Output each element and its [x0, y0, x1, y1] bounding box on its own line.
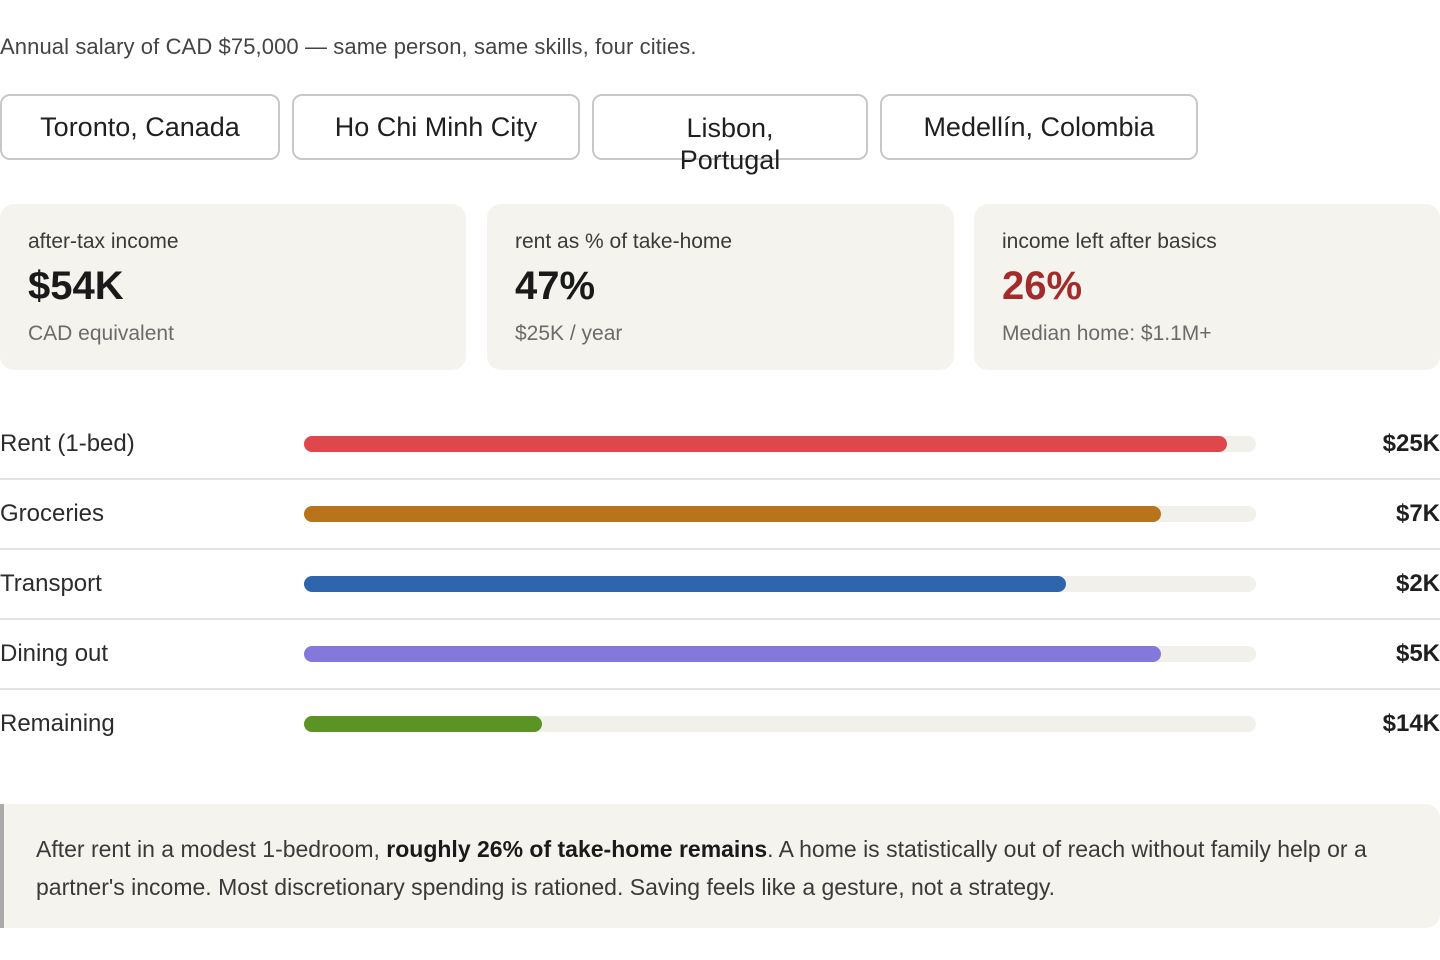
bar-track: [304, 576, 1256, 592]
tab-lisbon-label-line1: Lisbon,: [686, 113, 774, 143]
row-label: Groceries: [0, 500, 105, 527]
tab-toronto[interactable]: Toronto, Canada: [0, 94, 280, 160]
breakdown-row-dining-out: Dining out $5K: [0, 620, 1440, 690]
breakdown-row-remaining: Remaining $14K: [0, 690, 1440, 760]
tab-lisbon-label-line2: Portugal: [679, 145, 781, 175]
bar-track: [304, 646, 1256, 662]
stat-card-after-tax-income: after-tax income $54K CAD equivalent: [0, 204, 466, 370]
tab-ho-chi-minh-city-label: Ho Chi Minh City: [334, 112, 538, 142]
row-value: $7K: [1395, 500, 1440, 527]
row-label: Dining out: [0, 640, 109, 667]
breakdown-row-transport: Transport $2K: [0, 550, 1440, 620]
stat-value: 26%: [1002, 264, 1083, 308]
stat-note: $25K / year: [515, 322, 623, 345]
row-label: Remaining: [0, 710, 115, 737]
breakdown-row-groceries: Groceries $7K: [0, 480, 1440, 550]
callout-text-after: . A home is statistically out of reach w…: [36, 836, 1367, 900]
tab-medellin-label: Medellín, Colombia: [923, 112, 1155, 142]
row-value: $2K: [1395, 570, 1440, 597]
stats-row: after-tax income $54K CAD equivalent ren…: [0, 204, 1440, 370]
row-value: $14K: [1382, 710, 1440, 737]
bar-fill-dining-out: [304, 646, 1161, 662]
stat-value: $54K: [28, 264, 124, 308]
tab-toronto-label: Toronto, Canada: [40, 112, 240, 142]
tab-medellin[interactable]: Medellín, Colombia: [880, 94, 1198, 160]
stat-label: after-tax income: [28, 230, 179, 253]
row-value: $5K: [1395, 640, 1440, 667]
page-subtitle: Annual salary of CAD $75,000 — same pers…: [0, 34, 697, 59]
stat-card-income-left: income left after basics 26% Median home…: [974, 204, 1440, 370]
bar-track: [304, 716, 1256, 732]
stat-note: CAD equivalent: [28, 322, 174, 345]
expense-breakdown: Rent (1-bed) $25K Groceries $7K Transpor…: [0, 410, 1440, 760]
callout-text-before: After rent in a modest 1-bedroom,: [36, 836, 387, 862]
bar-fill-rent: [304, 436, 1228, 452]
stat-value: 47%: [515, 264, 596, 308]
stat-label: income left after basics: [1002, 230, 1217, 253]
bar-fill-transport: [304, 576, 1066, 592]
callout-emphasis: roughly 26% of take-home remains: [386, 836, 768, 862]
stat-note: Median home: $1.1M+: [1002, 322, 1212, 345]
tab-lisbon[interactable]: Lisbon, Portugal: [592, 94, 868, 175]
stat-card-rent-percent: rent as % of take-home 47% $25K / year: [487, 204, 954, 370]
breakdown-row-rent: Rent (1-bed) $25K: [0, 410, 1440, 480]
bar-fill-groceries: [304, 506, 1161, 522]
bar-track: [304, 436, 1256, 452]
summary-callout: After rent in a modest 1-bedroom, roughl…: [0, 804, 1440, 928]
row-label: Transport: [0, 570, 102, 597]
bar-track: [304, 506, 1256, 522]
tab-ho-chi-minh-city[interactable]: Ho Chi Minh City: [292, 94, 580, 160]
stat-label: rent as % of take-home: [515, 230, 733, 253]
row-value: $25K: [1382, 430, 1440, 457]
bar-fill-remaining: [304, 716, 542, 732]
row-label: Rent (1-bed): [0, 430, 135, 457]
